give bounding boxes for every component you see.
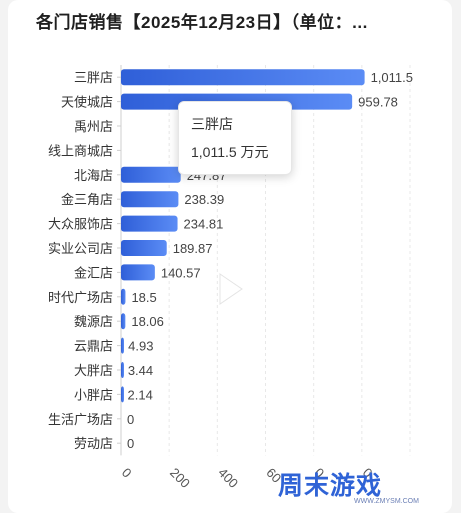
category-label: 大众服饰店 xyxy=(48,217,113,232)
value-label: 189.87 xyxy=(173,241,213,256)
value-label: 18.06 xyxy=(131,314,164,329)
bar xyxy=(121,313,126,330)
value-label: 2.14 xyxy=(128,387,153,402)
grid-lines xyxy=(168,65,411,456)
chart-card xyxy=(8,0,452,513)
watermark-url: WWW.ZMYSM.COM xyxy=(354,498,419,505)
value-label: 0 xyxy=(127,412,134,427)
value-label: 140.57 xyxy=(161,265,201,280)
x-tick-label: 0 xyxy=(119,465,135,481)
category-label: 魏源店 xyxy=(74,314,113,329)
bar xyxy=(121,362,124,378)
bar xyxy=(121,215,178,232)
bar xyxy=(121,337,124,354)
value-label: 18.5 xyxy=(131,290,156,305)
bar xyxy=(121,264,155,281)
category-label: 生活广场店 xyxy=(48,412,113,427)
tooltip-value: 1,011.5 万元 xyxy=(191,144,269,160)
category-label: 金汇店 xyxy=(74,265,113,280)
bar xyxy=(121,191,179,208)
category-label: 金三角店 xyxy=(61,192,113,207)
value-label: 234.81 xyxy=(184,217,224,232)
value-label: 238.39 xyxy=(184,192,224,207)
bar xyxy=(121,166,181,183)
watermark-logo: 周末游戏 WWW.ZMYSM.COM xyxy=(278,466,448,510)
category-labels: 三胖店天使城店禹州店线上商城店北海店金三角店大众服饰店实业公司店金汇店时代广场店… xyxy=(48,70,113,451)
category-label: 北海店 xyxy=(74,168,113,183)
category-label: 线上商城店 xyxy=(48,143,113,158)
bar xyxy=(121,240,167,256)
category-label: 小胖店 xyxy=(74,387,113,402)
value-label: 3.44 xyxy=(128,363,153,378)
x-tick-label: 200 xyxy=(167,465,193,491)
watermark-text: 周末游戏 xyxy=(278,472,383,500)
y-axis xyxy=(117,65,122,456)
chart-title: 各门店销售【2025年12月23日】（单位：... xyxy=(36,13,368,32)
bar xyxy=(121,288,126,305)
bar xyxy=(121,386,124,403)
x-tick-label: 400 xyxy=(215,465,241,491)
category-label: 天使城店 xyxy=(61,95,113,110)
category-label: 禹州店 xyxy=(74,119,113,134)
value-label: 4.93 xyxy=(128,339,153,354)
bar xyxy=(121,69,365,86)
category-label: 时代广场店 xyxy=(48,290,113,305)
value-label: 959.78 xyxy=(358,95,398,110)
value-label: 1,011.5 xyxy=(371,70,413,85)
category-label: 三胖店 xyxy=(74,70,113,85)
category-label: 实业公司店 xyxy=(48,241,113,256)
tooltip: 三胖店 1,011.5 万元 xyxy=(178,101,292,175)
category-label: 大胖店 xyxy=(74,363,113,378)
category-label: 劳动店 xyxy=(74,436,113,451)
tooltip-name: 三胖店 xyxy=(191,116,233,132)
value-label: 0 xyxy=(127,436,134,451)
category-label: 云鼎店 xyxy=(74,339,113,354)
play-icon[interactable] xyxy=(210,270,248,308)
